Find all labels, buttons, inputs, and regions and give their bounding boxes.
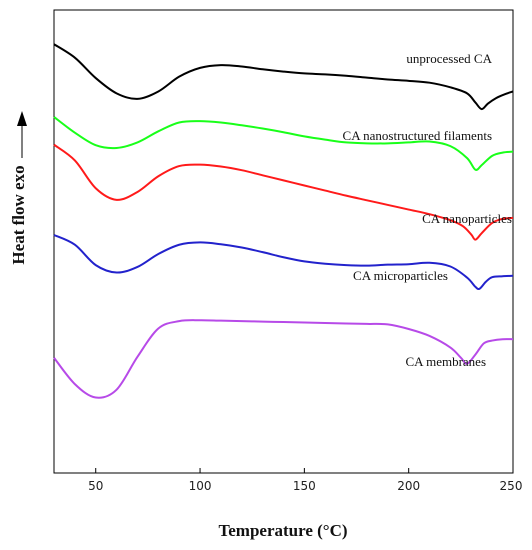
x-tick-label: 100 [189, 479, 212, 493]
series-curves [53, 43, 514, 399]
y-axis-title: Heat flow exo [9, 165, 28, 264]
x-tick-label: 250 [500, 479, 523, 493]
series-line-4 [53, 319, 514, 399]
series-line-1 [53, 116, 514, 171]
plot-frame [53, 9, 514, 474]
series-line-0 [53, 43, 514, 111]
series-label-1: CA nanostructured filaments [343, 128, 492, 143]
series-label-4: CA membranes [405, 354, 486, 369]
series-label-3: CA microparticles [353, 268, 448, 283]
series-label-0: unprocessed CA [406, 51, 492, 66]
series-labels: unprocessed CA CA nanostructured filament… [343, 51, 512, 369]
series-line-2 [53, 143, 514, 241]
x-axis-title: Temperature (°C) [218, 521, 347, 540]
x-tick-label: 150 [293, 479, 316, 493]
x-tick-label: 200 [397, 479, 420, 493]
x-axis-ticks: 50 100 150 200 250 [88, 468, 522, 493]
x-tick-label: 50 [88, 479, 103, 493]
series-label-2: CA nanoparticles [422, 211, 512, 226]
series-line-3 [53, 234, 514, 291]
y-axis-exo-arrow [17, 111, 27, 158]
